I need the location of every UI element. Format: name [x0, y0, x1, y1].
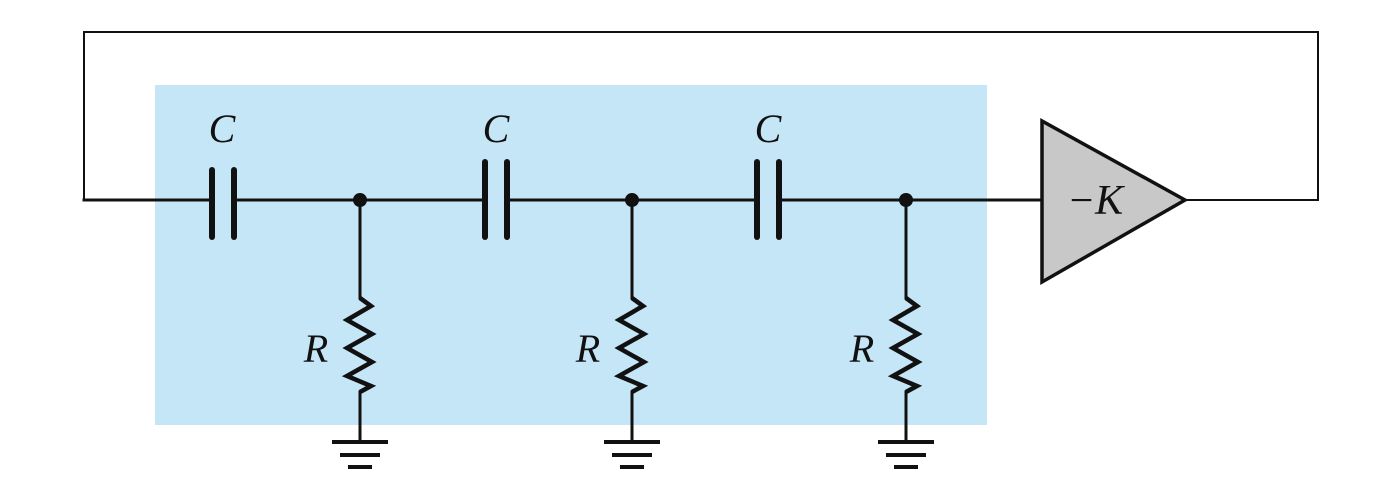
resistor-1: R	[303, 198, 377, 442]
resistor-label: R	[849, 326, 874, 371]
capacitor-3: C	[754, 106, 783, 240]
capacitor-1: C	[209, 106, 237, 240]
capacitor-label: C	[483, 106, 511, 151]
resistor-label: R	[303, 326, 328, 371]
capacitor-2: C	[482, 106, 511, 240]
inverting-amplifier: −K	[1040, 118, 1189, 286]
resistor-2: R	[575, 198, 649, 442]
ground-icon	[878, 440, 934, 469]
ground-icon	[604, 440, 660, 469]
feedback-wire	[83, 31, 1319, 201]
amplifier-gain-label: −K	[1067, 178, 1125, 224]
ground-icon	[332, 440, 388, 469]
capacitor-label: C	[755, 106, 783, 151]
resistor-3: R	[849, 198, 923, 442]
rc-network-highlight	[155, 85, 987, 425]
capacitor-label: C	[209, 106, 237, 151]
resistor-label: R	[575, 326, 600, 371]
